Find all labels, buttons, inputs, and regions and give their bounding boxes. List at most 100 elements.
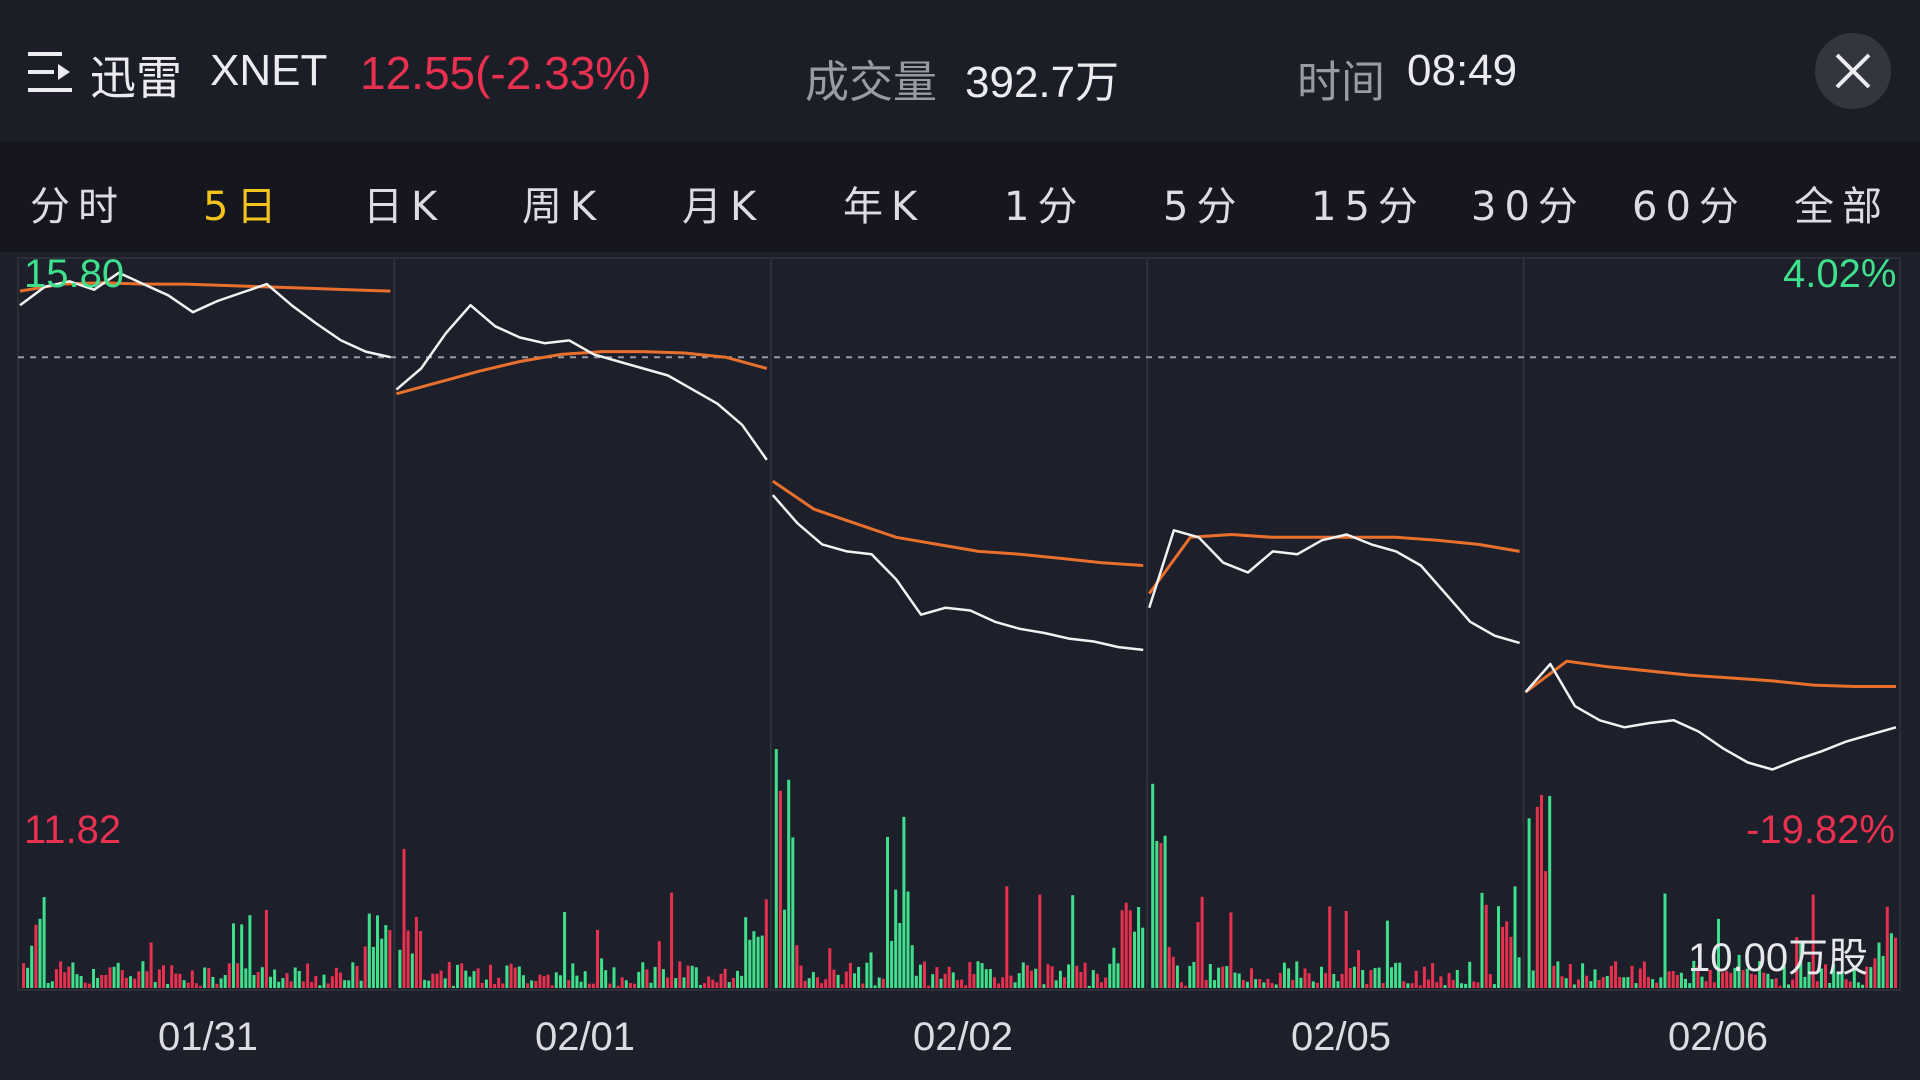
volume-bar — [1700, 976, 1704, 988]
volume-bar — [816, 977, 819, 988]
volume-bar — [984, 969, 988, 988]
tab-5min[interactable]: 5分 — [1163, 184, 1245, 230]
volume-bar — [1807, 962, 1811, 988]
volume-bar — [310, 981, 314, 988]
tab-weekly-k[interactable]: 周K — [522, 184, 605, 230]
volume-bar — [223, 975, 227, 988]
volume-bar — [591, 983, 595, 988]
volume-bar — [1163, 835, 1167, 988]
volume-bar — [509, 963, 513, 988]
volume-bar — [968, 962, 972, 988]
volume-bar — [1266, 978, 1270, 988]
volume-bar — [1137, 907, 1141, 988]
volume-bar — [493, 984, 497, 988]
volume-bar — [1095, 973, 1099, 988]
tab-daily-k[interactable]: 日K — [363, 184, 446, 230]
volume-bar — [1451, 979, 1455, 988]
volume-bar — [1116, 963, 1120, 988]
tab-intraday[interactable]: 分时 — [30, 184, 126, 230]
volume-bar — [219, 978, 223, 988]
volume-bar — [1568, 964, 1572, 988]
volume-bar — [297, 971, 301, 988]
volume-bar — [1605, 976, 1609, 988]
volume-bar — [661, 969, 665, 988]
volume-bar — [803, 980, 807, 988]
volume-bar — [666, 977, 669, 988]
close-icon — [1835, 53, 1871, 89]
volume-bar — [1067, 964, 1071, 988]
volume-bar — [620, 977, 624, 988]
volume-bar — [50, 981, 54, 988]
volume-bar — [1497, 906, 1500, 988]
volume-bar — [133, 978, 137, 988]
volume-bar — [269, 976, 272, 988]
volume-bar — [918, 964, 922, 988]
volume-bar — [484, 979, 488, 988]
volume-bar — [935, 967, 939, 988]
volume-bar — [807, 978, 811, 988]
menu-icon[interactable] — [28, 50, 80, 94]
volume-bar — [731, 977, 735, 988]
volume-bar — [1754, 974, 1757, 988]
tab-60min[interactable]: 60分 — [1632, 184, 1747, 230]
volume-bar — [1071, 895, 1075, 988]
volume-bar — [281, 978, 285, 988]
volume-bar — [410, 953, 414, 988]
tab-5day[interactable]: 5日 — [203, 184, 285, 230]
tab-all[interactable]: 全部 — [1794, 184, 1890, 230]
volume-bar — [227, 963, 231, 988]
volume-bar — [1270, 983, 1274, 988]
volume-bar — [1204, 979, 1208, 988]
volume-bar — [244, 968, 248, 988]
volume-bar — [703, 983, 706, 988]
volume-bar — [1361, 970, 1365, 988]
volume-bar — [1638, 968, 1642, 988]
volume-bar — [951, 972, 955, 988]
volume-bar — [1618, 976, 1622, 988]
volume-bar — [285, 973, 289, 988]
volume-bar — [1828, 983, 1832, 988]
volume-bar — [1840, 972, 1844, 988]
volume-bar — [550, 985, 554, 988]
volume-bar — [1418, 985, 1422, 988]
volume-bar — [1171, 956, 1175, 988]
volume-bar — [1443, 985, 1447, 988]
volume-bar — [1192, 961, 1196, 988]
volume-bar — [1548, 795, 1552, 988]
volume-bar — [1455, 970, 1459, 988]
volume-bar — [83, 982, 87, 988]
volume-bar — [1075, 965, 1079, 988]
volume-bar — [256, 972, 260, 988]
volume-bar — [828, 948, 832, 988]
tab-30min[interactable]: 30分 — [1471, 184, 1586, 230]
five-day-chart[interactable] — [0, 252, 1920, 1080]
volume-bar — [1373, 968, 1377, 988]
volume-bar — [554, 972, 558, 988]
volume-bar — [1221, 966, 1225, 988]
volume-bar — [1692, 960, 1696, 988]
tab-yearly-k[interactable]: 年K — [843, 184, 926, 230]
volume-bar — [1824, 964, 1827, 988]
volume-bar — [1005, 886, 1009, 988]
volume-label: 成交量 — [805, 57, 937, 108]
volume-bar — [1894, 937, 1897, 988]
volume-bar — [1614, 961, 1618, 988]
close-button[interactable] — [1815, 33, 1891, 109]
volume-bar — [513, 967, 517, 988]
volume-bar — [727, 982, 731, 988]
volume-bar — [848, 963, 852, 988]
volume-bar — [149, 942, 153, 988]
bottom-price-label: 11.82 — [24, 808, 122, 852]
volume-bar — [678, 961, 682, 988]
tab-15min[interactable]: 15分 — [1311, 184, 1426, 230]
tab-monthly-k[interactable]: 月K — [682, 184, 765, 230]
date-label: 01/31 — [157, 1015, 259, 1059]
volume-bar — [906, 891, 910, 988]
tab-1min[interactable]: 1分 — [1004, 184, 1086, 230]
volume-bar — [1708, 969, 1712, 988]
volume-bar — [976, 961, 980, 988]
volume-bar — [363, 946, 367, 988]
volume-bar — [1254, 979, 1258, 988]
volume-bar — [1778, 985, 1782, 988]
volume-bar — [1848, 981, 1852, 988]
